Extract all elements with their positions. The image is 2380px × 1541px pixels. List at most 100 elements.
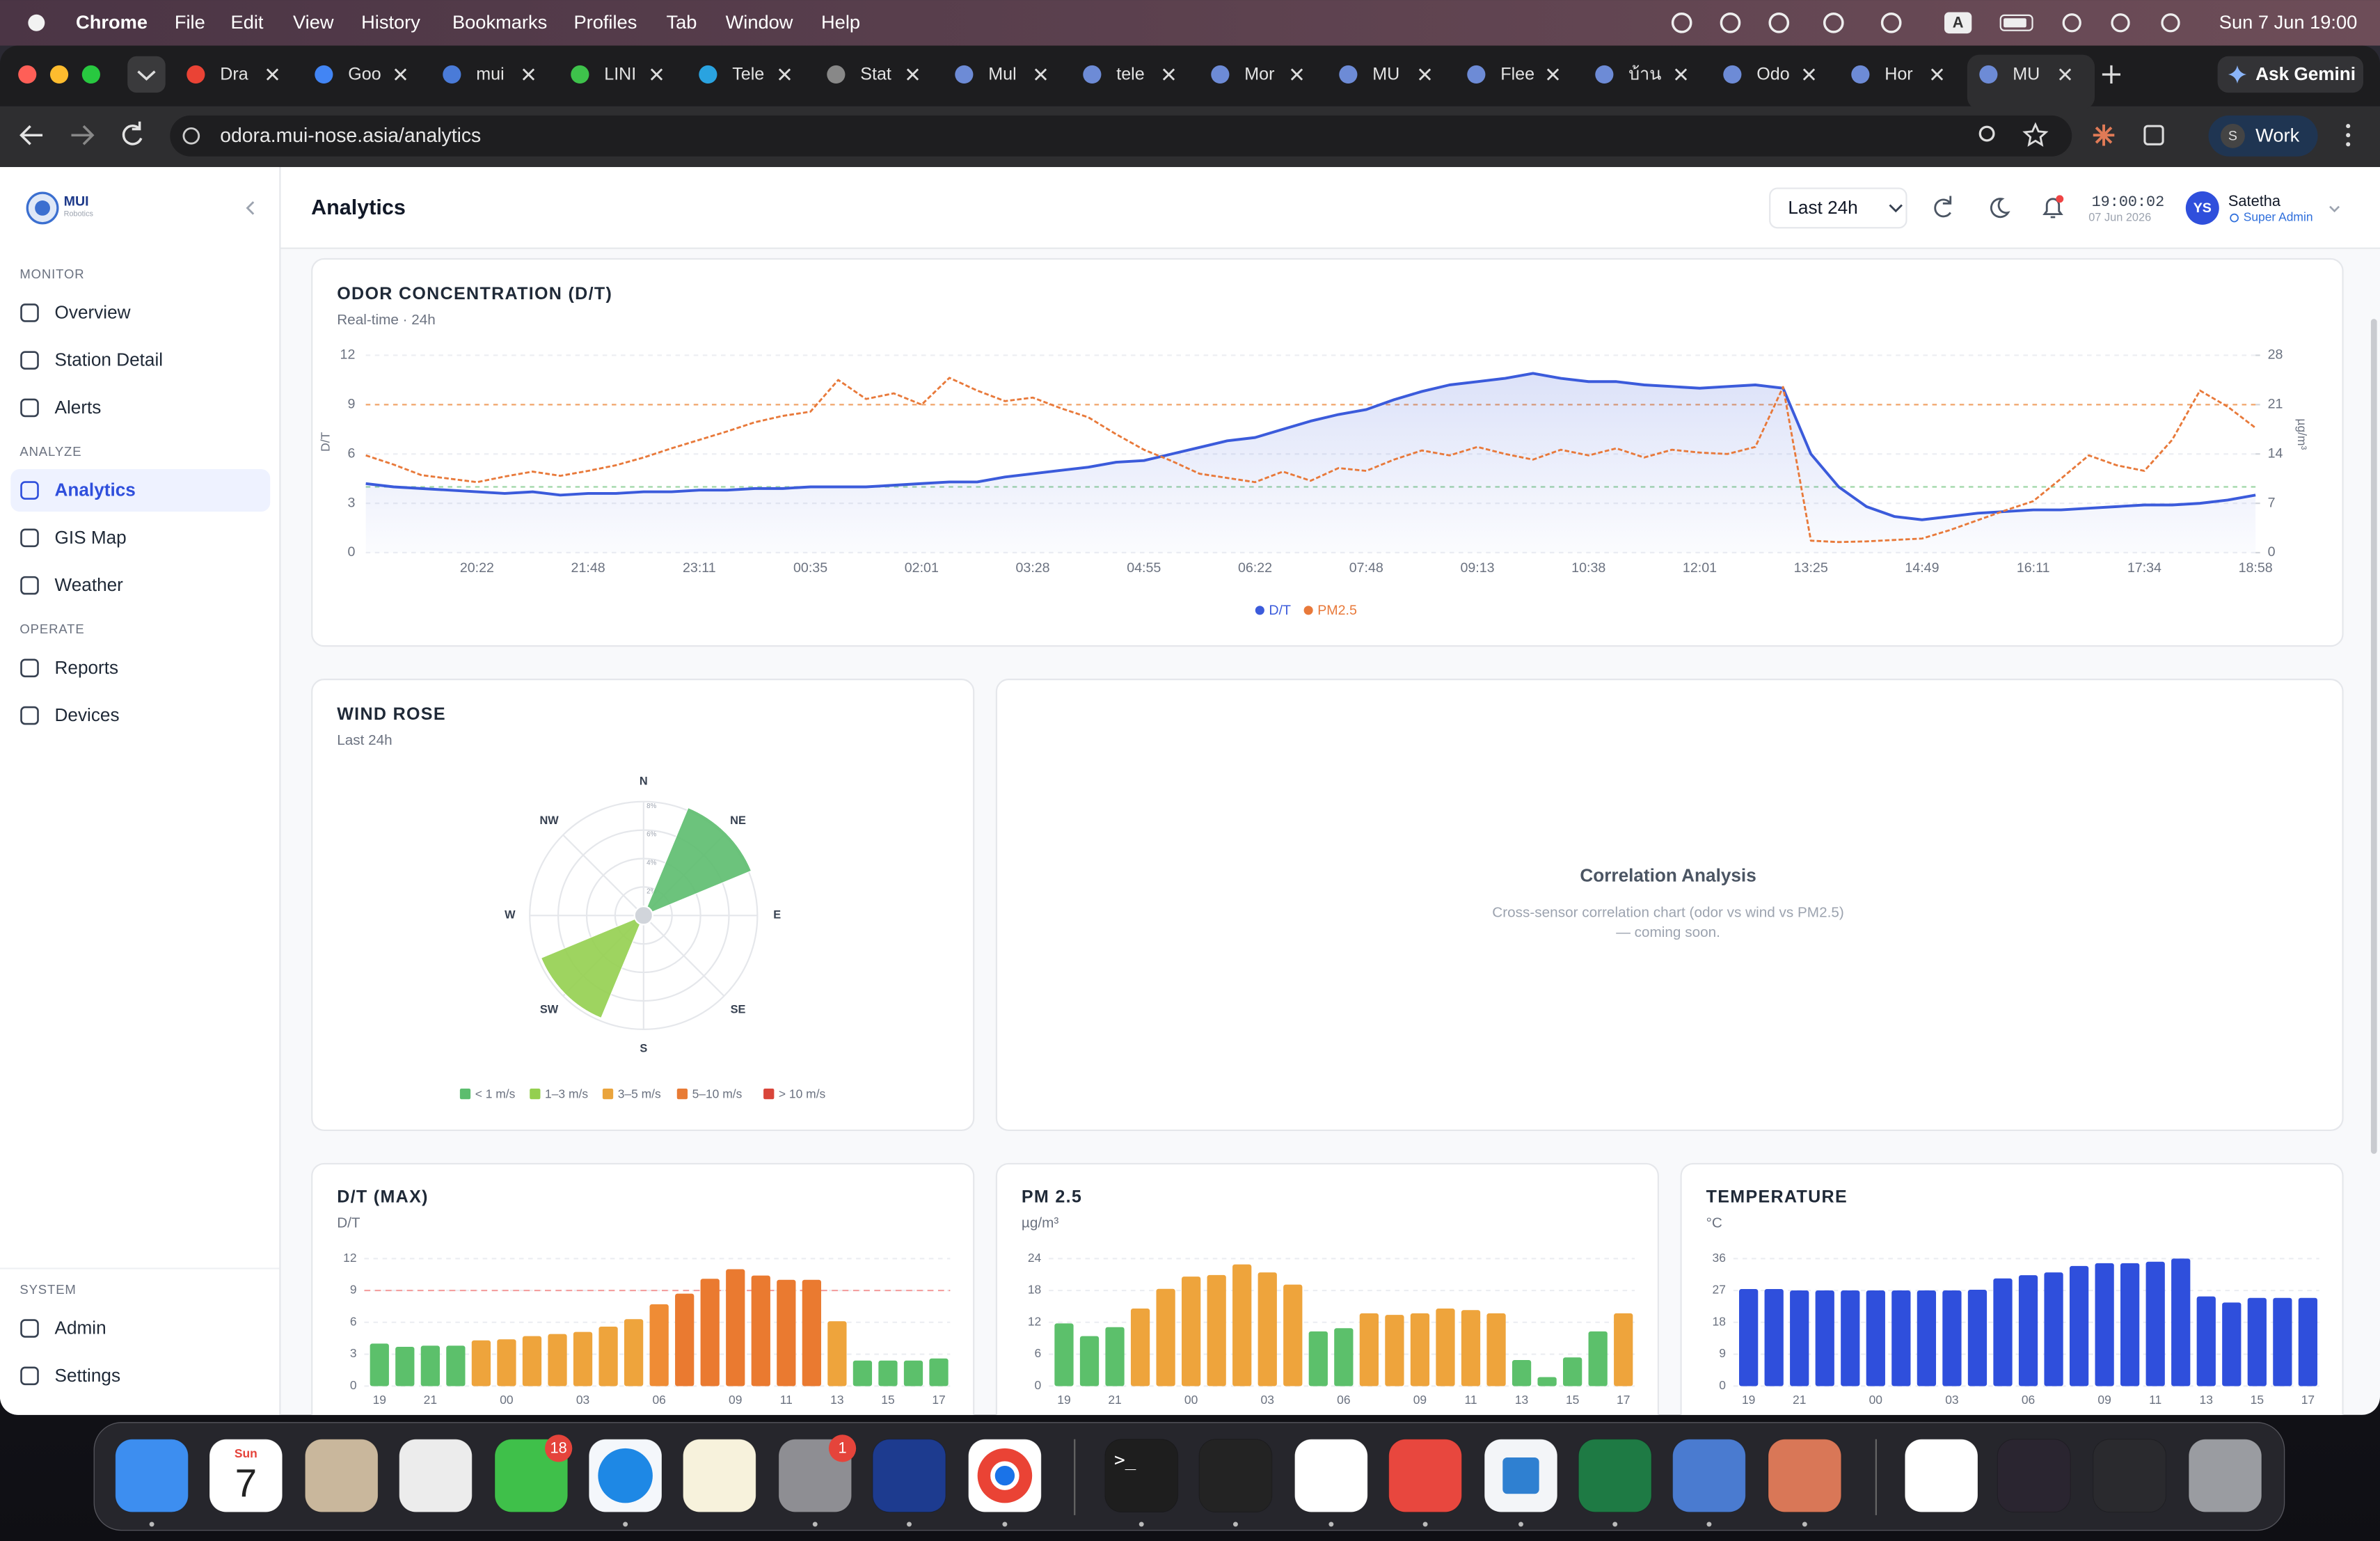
dock-icon[interactable]	[304, 1439, 379, 1513]
menu-item[interactable]: Tab	[667, 11, 697, 33]
url[interactable]: odora.mui-nose.asia/analytics	[220, 125, 481, 147]
nav-item[interactable]: Overview	[55, 301, 131, 322]
nav-item[interactable]: Station Detail	[55, 349, 164, 370]
menu-item[interactable]: Edit	[231, 11, 264, 33]
tab-title[interactable]: Odo	[1756, 65, 1789, 84]
tab-title[interactable]: บ้าน	[1628, 65, 1661, 84]
status-icon[interactable]	[1671, 12, 1692, 33]
status-icon[interactable]	[1880, 12, 1902, 33]
refresh-icon[interactable]	[1934, 196, 1952, 218]
dock-icon[interactable]	[2188, 1439, 2262, 1513]
back[interactable]	[19, 125, 43, 145]
dock-icon[interactable]	[1294, 1439, 1368, 1513]
tab-close[interactable]	[1674, 68, 1688, 81]
menu-item[interactable]: View	[293, 11, 334, 33]
tab-close[interactable]	[906, 68, 919, 81]
tab-title[interactable]: tele	[1116, 65, 1144, 84]
tab-close[interactable]	[1930, 68, 1944, 81]
window-control[interactable]	[81, 65, 100, 84]
nav-item[interactable]: Settings	[55, 1365, 121, 1386]
tab-title[interactable]: Flee	[1500, 65, 1534, 84]
status-icon[interactable]	[1720, 12, 1741, 33]
forward[interactable]	[71, 125, 95, 145]
nav-item[interactable]: Admin	[55, 1318, 106, 1338]
status-icon[interactable]	[1768, 12, 1790, 33]
dock-icon[interactable]	[1904, 1439, 1978, 1513]
nav-item[interactable]: GIS Map	[55, 527, 127, 548]
input-source[interactable]: A	[1953, 14, 1964, 31]
tab-title[interactable]: MU	[2013, 65, 2040, 84]
tab-title[interactable]: MU	[1372, 65, 1399, 84]
dock-icon[interactable]	[1578, 1439, 1652, 1513]
tab-close[interactable]	[1034, 68, 1047, 81]
collapse[interactable]	[246, 201, 255, 215]
active-item[interactable]	[10, 469, 271, 512]
tab-close[interactable]	[2058, 68, 2072, 81]
profile-name[interactable]: Work	[2255, 125, 2299, 146]
tab-title[interactable]: LINI	[604, 65, 636, 84]
menu-dot[interactable]	[2346, 124, 2351, 129]
dock-icon[interactable]	[2093, 1439, 2167, 1513]
tab-close[interactable]	[522, 68, 535, 81]
dock-icon[interactable]	[1768, 1439, 1842, 1513]
menu-dot[interactable]	[2346, 142, 2351, 147]
tab-title[interactable]: Goo	[348, 65, 381, 84]
dock-icon[interactable]	[872, 1439, 946, 1513]
nav-item[interactable]: Devices	[55, 704, 120, 725]
window-control[interactable]	[18, 65, 37, 84]
status-icon[interactable]	[2111, 13, 2130, 33]
new-tab[interactable]	[2102, 65, 2121, 84]
status-icon[interactable]	[2062, 13, 2081, 33]
tab-close[interactable]	[266, 68, 279, 81]
app-name[interactable]: Chrome	[76, 11, 148, 33]
dock-icon[interactable]	[1198, 1439, 1273, 1513]
dock-icon[interactable]	[115, 1439, 189, 1513]
dock-icon[interactable]	[1997, 1439, 2071, 1513]
omnibox[interactable]	[170, 115, 2072, 157]
claude-ext[interactable]	[2093, 124, 2115, 146]
gemini-button[interactable]	[2217, 56, 2364, 93]
status-icon[interactable]	[1823, 12, 1844, 33]
tab-title[interactable]: Mul	[988, 65, 1016, 84]
menu-item[interactable]: Help	[821, 11, 860, 33]
nav-item[interactable]: Analytics	[55, 480, 136, 500]
tab-close[interactable]	[778, 68, 791, 81]
menu-item[interactable]: Bookmarks	[452, 11, 547, 33]
menu-item[interactable]: Profiles	[573, 11, 637, 33]
range[interactable]: Last 24h	[1788, 197, 1857, 218]
star-icon[interactable]	[2022, 122, 2049, 147]
dock-icon[interactable]	[1672, 1439, 1746, 1513]
menu-item[interactable]: History	[361, 11, 420, 33]
extensions[interactable]	[2143, 125, 2164, 145]
menu-dot[interactable]	[2346, 133, 2351, 138]
tab-close[interactable]	[1546, 68, 1560, 81]
active-tab[interactable]	[1967, 54, 2095, 110]
tab-close[interactable]	[394, 68, 407, 81]
user-chevron[interactable]	[2329, 205, 2340, 213]
tab-title[interactable]: Hor	[1885, 65, 1912, 84]
tab-close[interactable]	[1418, 68, 1431, 81]
zoom-icon[interactable]	[1978, 125, 1995, 142]
tab-close[interactable]	[1802, 68, 1816, 81]
range-select[interactable]	[1769, 187, 1907, 229]
site-info[interactable]	[182, 127, 200, 145]
tab-title[interactable]: mui	[476, 65, 504, 84]
dock-icon[interactable]	[682, 1439, 756, 1513]
menu-item[interactable]: Window	[726, 11, 793, 33]
tab-close[interactable]	[1290, 68, 1303, 81]
dock-icon[interactable]	[1104, 1439, 1179, 1513]
nav-item[interactable]: Reports	[55, 657, 119, 678]
reload[interactable]	[122, 121, 143, 145]
nav-item[interactable]: Weather	[55, 574, 124, 595]
dock-icon[interactable]	[399, 1439, 473, 1513]
tab-title[interactable]: Stat	[860, 65, 891, 84]
gemini[interactable]: Ask Gemini	[2255, 63, 2356, 84]
tab-title[interactable]: Dra	[220, 65, 248, 84]
tab-close[interactable]	[1162, 68, 1175, 81]
dock-icon[interactable]	[1388, 1439, 1462, 1513]
tab-close[interactable]	[650, 68, 663, 81]
bell-icon[interactable]	[2042, 198, 2063, 219]
window-control[interactable]	[49, 65, 69, 84]
status-icon[interactable]	[2161, 13, 2180, 33]
theme-icon[interactable]	[1990, 198, 2010, 219]
